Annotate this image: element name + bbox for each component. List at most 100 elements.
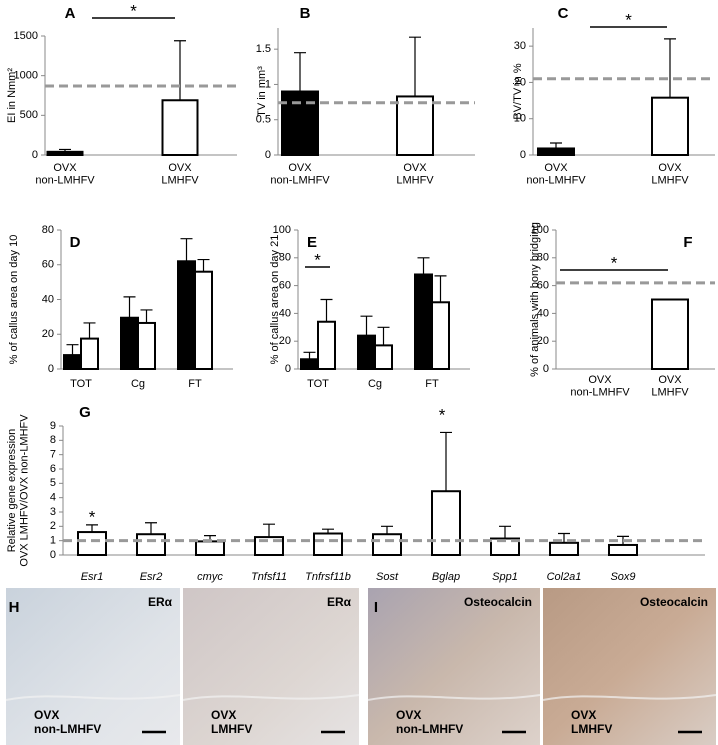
- y-tick-label: 2: [50, 520, 56, 532]
- y-tick-label: 0: [543, 363, 549, 375]
- y-tick-label: 20: [514, 76, 526, 88]
- y-axis-label: EI in Nmm²: [6, 68, 18, 123]
- bar: [431, 301, 450, 370]
- error-bar: [558, 532, 570, 543]
- y-axis-label: TV in mm³: [256, 66, 268, 117]
- panel-letter: B: [300, 5, 311, 22]
- y-tick-label: 5: [50, 477, 56, 489]
- y-tick-label: 1: [265, 78, 271, 90]
- x-tick-label: Spp1: [492, 571, 518, 583]
- error-bar: [320, 298, 333, 322]
- x-tick-label: OVX LMHFV: [651, 374, 689, 399]
- y-tick-label: 20: [537, 335, 549, 347]
- x-tick-label: Col2a1: [547, 571, 582, 583]
- bar: [374, 344, 393, 370]
- y-tick-label: 1000: [14, 70, 38, 82]
- error-bar: [180, 238, 193, 262]
- y-tick-label: 0.5: [256, 114, 271, 126]
- y-tick-label: 10: [514, 113, 526, 125]
- stain-label: Osteocalcin: [464, 595, 532, 609]
- x-tick-label: Sox9: [610, 571, 635, 583]
- x-tick-label: TOT: [307, 378, 329, 390]
- bar: [80, 337, 99, 370]
- y-tick-label: 1.5: [256, 43, 271, 55]
- significance-star: *: [439, 405, 446, 424]
- panel-letter: F: [683, 234, 692, 251]
- error-bar: [66, 344, 79, 356]
- error-bar: [145, 522, 157, 535]
- error-bar: [140, 309, 153, 323]
- y-tick-label: 30: [514, 40, 526, 52]
- significance-star: *: [314, 250, 321, 269]
- y-tick-label: 0: [285, 363, 291, 375]
- bar: [120, 316, 139, 370]
- y-tick-label: 500: [20, 109, 38, 121]
- group-label: OVX non-LMHFV: [396, 708, 463, 736]
- x-tick-label: OVX non-LMHFV: [526, 162, 586, 187]
- error-bar: [59, 148, 71, 152]
- error-bar: [381, 525, 393, 535]
- significance-star: *: [611, 253, 618, 272]
- y-tick-label: 80: [537, 252, 549, 264]
- y-tick-label: 1: [50, 535, 56, 547]
- y-tick-label: 100: [273, 224, 291, 236]
- x-tick-label: OVX non-LMHFV: [35, 162, 95, 187]
- bar: [396, 95, 434, 156]
- panel-letter: C: [558, 5, 569, 22]
- y-tick-label: 20: [279, 335, 291, 347]
- x-tick-label: Esr2: [140, 571, 163, 583]
- error-bar: [174, 40, 186, 101]
- panel-letter: E: [307, 234, 317, 251]
- bar: [77, 531, 107, 556]
- error-bar: [434, 275, 447, 303]
- bar: [137, 321, 156, 370]
- micrograph: [6, 588, 180, 745]
- x-tick-label: Bglap: [432, 571, 460, 583]
- x-tick-label: TOT: [70, 378, 92, 390]
- micrograph: [543, 588, 716, 745]
- y-tick-label: 80: [42, 224, 54, 236]
- bar: [651, 96, 689, 156]
- y-tick-label: 0: [265, 149, 271, 161]
- panel-letter: D: [70, 234, 81, 251]
- panel-letter: I: [374, 599, 378, 616]
- y-tick-label: 40: [42, 293, 54, 305]
- bar: [537, 147, 575, 156]
- bar: [194, 270, 213, 371]
- error-bar: [417, 257, 430, 275]
- x-tick-label: Tnfsf11: [251, 571, 287, 583]
- stain-label: Osteocalcin: [640, 595, 708, 609]
- y-tick-label: 80: [279, 252, 291, 264]
- y-tick-label: 40: [279, 307, 291, 319]
- error-bar: [440, 431, 452, 492]
- y-tick-label: 20: [42, 328, 54, 340]
- bar: [357, 334, 376, 371]
- error-bar: [123, 296, 136, 318]
- error-bar: [294, 52, 306, 92]
- error-bar: [83, 322, 96, 339]
- y-tick-label: 60: [537, 280, 549, 292]
- bar: [313, 532, 343, 556]
- x-tick-label: OVX non-LMHFV: [270, 162, 330, 187]
- error-bar: [360, 315, 373, 336]
- stain-label: ERα: [148, 595, 173, 609]
- bar: [651, 298, 689, 370]
- error-bar: [303, 351, 316, 360]
- x-tick-label: FT: [188, 378, 202, 390]
- y-axis-label: % of animals with bony bridging: [529, 222, 541, 377]
- x-tick-label: FT: [425, 378, 439, 390]
- group-label: OVX LMHFV: [571, 708, 612, 736]
- error-bar: [322, 528, 334, 534]
- y-tick-label: 0: [50, 549, 56, 561]
- x-tick-label: Cg: [368, 378, 382, 390]
- y-tick-label: 60: [279, 280, 291, 292]
- y-axis-label: Relative gene expressionOVX LMHFV/OVX no…: [6, 414, 31, 567]
- y-tick-label: 4: [50, 492, 56, 504]
- tissue-boundary: [182, 694, 360, 701]
- error-bar: [197, 258, 210, 272]
- group-label: OVX non-LMHFV: [34, 708, 101, 736]
- error-bar: [263, 523, 275, 538]
- tissue-boundary: [542, 694, 717, 701]
- x-tick-label: OVX non-LMHFV: [570, 374, 630, 399]
- y-tick-label: 9: [50, 420, 56, 432]
